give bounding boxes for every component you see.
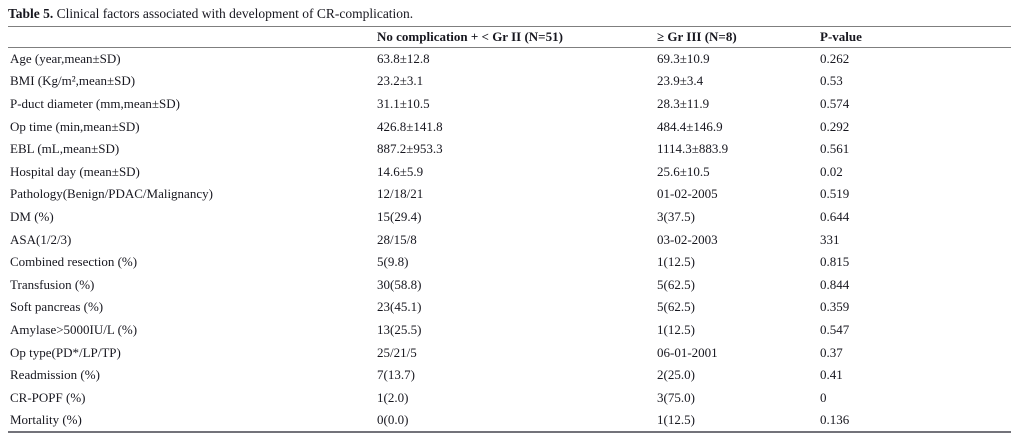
- row-value-group2: 06-01-2001: [657, 344, 718, 360]
- row-value-group2: 1(12.5): [657, 254, 695, 270]
- row-label: ASA(1/2/3): [10, 231, 72, 247]
- table-row: Readmission (%) 7(13.7) 2(25.0) 0.41: [8, 364, 1011, 387]
- row-label: Amylase>5000IU/L (%): [10, 321, 138, 337]
- row-value-group2: 25.6±10.5: [657, 163, 710, 179]
- table-row: Combined resection (%) 5(9.8) 1(12.5) 0.…: [8, 251, 1011, 274]
- row-pvalue: 0.519: [820, 186, 850, 202]
- row-label: CR-POPF (%): [10, 389, 86, 405]
- row-pvalue: 0.815: [820, 254, 850, 270]
- row-value-group1: 14.6±5.9: [377, 163, 424, 179]
- header-row: No complication + < Gr II (N=51) ≥ Gr II…: [8, 26, 1011, 48]
- row-label: DM (%): [10, 208, 54, 224]
- row-pvalue: 0.02: [820, 163, 843, 179]
- table-row: EBL (mL,mean±SD) 887.2±953.3 1114.3±883.…: [8, 138, 1011, 161]
- table-number: Table 5.: [8, 6, 54, 21]
- row-value-group2: 69.3±10.9: [657, 51, 710, 67]
- row-label: Transfusion (%): [10, 276, 95, 292]
- row-value-group1: 426.8±141.8: [377, 118, 443, 134]
- table-header: No complication + < Gr II (N=51) ≥ Gr II…: [8, 26, 1011, 48]
- row-label: Op type(PD*/LP/TP): [10, 344, 121, 360]
- table-row: Amylase>5000IU/L (%) 13(25.5) 1(12.5) 0.…: [8, 319, 1011, 342]
- table-row: P-duct diameter (mm,mean±SD) 31.1±10.5 2…: [8, 93, 1011, 116]
- row-value-group1: 23(45.1): [377, 299, 422, 315]
- row-label: Soft pancreas (%): [10, 299, 104, 315]
- row-pvalue: 331: [820, 231, 840, 247]
- row-pvalue: 0.262: [820, 51, 850, 67]
- row-value-group1: 7(13.7): [377, 367, 415, 383]
- table-caption: Table 5. Clinical factors associated wit…: [8, 4, 1011, 24]
- row-value-group1: 31.1±10.5: [377, 95, 430, 111]
- row-label: Readmission (%): [10, 367, 100, 383]
- row-value-group1: 12/18/21: [377, 186, 424, 202]
- row-pvalue: 0.561: [820, 141, 850, 157]
- row-value-group2: 5(62.5): [657, 299, 695, 315]
- row-value-group1: 23.2±3.1: [377, 73, 424, 89]
- clinical-factors-table: No complication + < Gr II (N=51) ≥ Gr II…: [8, 26, 1011, 433]
- row-value-group1: 0(0.0): [377, 411, 409, 427]
- row-pvalue: 0.644: [820, 208, 850, 224]
- row-label: Mortality (%): [10, 411, 82, 427]
- header-pvalue-column: P-value: [818, 26, 1011, 48]
- row-value-group1: 15(29.4): [377, 208, 422, 224]
- table-row: DM (%) 15(29.4) 3(37.5) 0.644: [8, 206, 1011, 229]
- row-value-group2: 01-02-2005: [657, 186, 718, 202]
- row-label: EBL (mL,mean±SD): [10, 141, 120, 157]
- row-label: P-duct diameter (mm,mean±SD): [10, 95, 180, 111]
- row-value-group2: 3(37.5): [657, 208, 695, 224]
- table-row: CR-POPF (%) 1(2.0) 3(75.0) 0: [8, 386, 1011, 409]
- row-pvalue: 0.547: [820, 321, 850, 337]
- row-value-group1: 25/21/5: [377, 344, 417, 360]
- row-value-group1: 30(58.8): [377, 276, 422, 292]
- row-value-group2: 484.4±146.9: [657, 118, 723, 134]
- row-value-group2: 28.3±11.9: [657, 95, 710, 111]
- row-value-group2: 03-02-2003: [657, 231, 718, 247]
- table-row: BMI (Kg/m²,mean±SD) 23.2±3.1 23.9±3.4 0.…: [8, 70, 1011, 93]
- row-value-group1: 887.2±953.3: [377, 141, 443, 157]
- row-value-group1: 13(25.5): [377, 321, 422, 337]
- row-pvalue: 0.41: [820, 367, 843, 383]
- row-value-group2: 1114.3±883.9: [657, 141, 729, 157]
- row-value-group2: 23.9±3.4: [657, 73, 704, 89]
- row-pvalue: 0.53: [820, 73, 843, 89]
- table-row: Age (year,mean±SD) 63.8±12.8 69.3±10.9 0…: [8, 48, 1011, 71]
- row-pvalue: 0.37: [820, 344, 843, 360]
- row-label: Age (year,mean±SD): [10, 51, 121, 67]
- row-label: Op time (min,mean±SD): [10, 118, 140, 134]
- row-pvalue: 0.292: [820, 118, 850, 134]
- row-value-group1: 5(9.8): [377, 254, 409, 270]
- row-pvalue: 0.359: [820, 299, 850, 315]
- row-pvalue: 0.136: [820, 411, 850, 427]
- table-row: Transfusion (%) 30(58.8) 5(62.5) 0.844: [8, 273, 1011, 296]
- row-value-group1: 28/15/8: [377, 231, 417, 247]
- row-pvalue: 0.844: [820, 276, 850, 292]
- row-label: Combined resection (%): [10, 254, 138, 270]
- row-value-group2: 1(12.5): [657, 411, 695, 427]
- row-value-group2: 3(75.0): [657, 389, 695, 405]
- row-value-group2: 5(62.5): [657, 276, 695, 292]
- row-value-group2: 1(12.5): [657, 321, 695, 337]
- row-label: Pathology(Benign/PDAC/Malignancy): [10, 186, 213, 202]
- header-factor-column: [8, 26, 375, 48]
- row-label: Hospital day (mean±SD): [10, 163, 140, 179]
- row-pvalue: 0.574: [820, 95, 850, 111]
- table-row: Soft pancreas (%) 23(45.1) 5(62.5) 0.359: [8, 296, 1011, 319]
- table-row: Op type(PD*/LP/TP) 25/21/5 06-01-2001 0.…: [8, 341, 1011, 364]
- row-pvalue: 0: [820, 389, 827, 405]
- header-group1-column: No complication + < Gr II (N=51): [375, 26, 655, 48]
- table-row: ASA(1/2/3) 28/15/8 03-02-2003 331: [8, 228, 1011, 251]
- row-value-group2: 2(25.0): [657, 367, 695, 383]
- table-row: Pathology(Benign/PDAC/Malignancy) 12/18/…: [8, 183, 1011, 206]
- table-row: Op time (min,mean±SD) 426.8±141.8 484.4±…: [8, 115, 1011, 138]
- row-value-group1: 1(2.0): [377, 389, 409, 405]
- table-row: Hospital day (mean±SD) 14.6±5.9 25.6±10.…: [8, 160, 1011, 183]
- table-body: Age (year,mean±SD) 63.8±12.8 69.3±10.9 0…: [8, 48, 1011, 432]
- table-row: Mortality (%) 0(0.0) 1(12.5) 0.136: [8, 409, 1011, 432]
- table-caption-text: Clinical factors associated with develop…: [53, 6, 414, 21]
- header-group2-column: ≥ Gr III (N=8): [655, 26, 818, 48]
- row-label: BMI (Kg/m²,mean±SD): [10, 73, 136, 89]
- row-value-group1: 63.8±12.8: [377, 51, 430, 67]
